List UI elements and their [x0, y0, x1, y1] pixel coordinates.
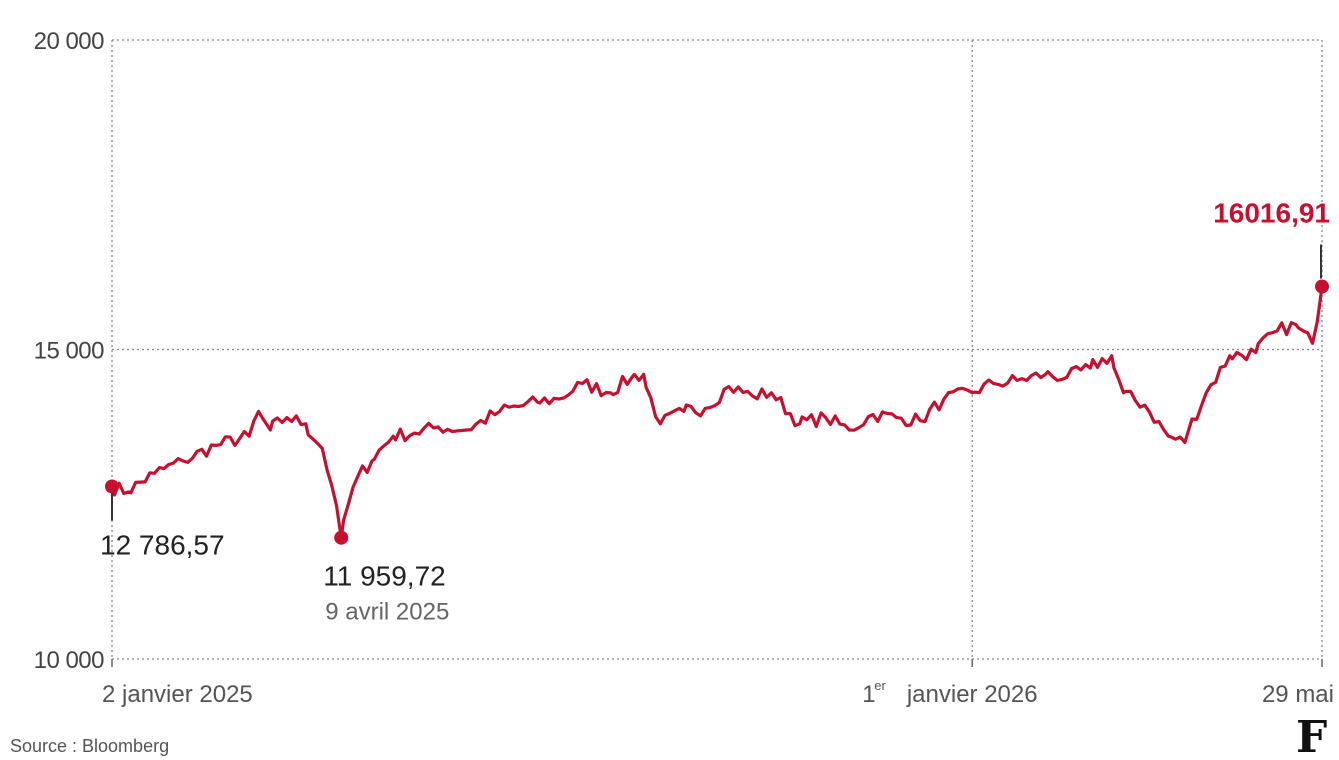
y-tick-label: 10 000 [34, 647, 105, 674]
last-value-label: 16016,91 [1213, 198, 1330, 229]
low-value-label: 11 959,72 [323, 561, 446, 592]
y-tick-label: 15 000 [34, 338, 105, 365]
x-tick-label: 2 janvier 2025 [102, 681, 253, 708]
annotation-markers [105, 244, 1329, 545]
svg-text:F: F [1296, 712, 1327, 760]
low-date-label: 9 avril 2025 [325, 599, 449, 626]
x-tick-ordinal: 1 [862, 681, 875, 708]
first-value-label: 12 786,57 [100, 530, 225, 561]
price-line [110, 286, 1324, 540]
x-tick-label: 29 mai [1262, 681, 1334, 708]
x-tick-label: janvier 2026 [906, 681, 1038, 708]
low-point-marker [334, 530, 349, 545]
source-note: Source : Bloomberg [10, 736, 169, 756]
first-point-marker [105, 479, 119, 494]
x-tick-ordinal-suffix: er [874, 678, 886, 693]
last-point-marker [1315, 279, 1329, 294]
y-tick-label: 20 000 [34, 28, 105, 55]
axis-labels: 10 000 15 000 20 000 2 janvier 2025 janvier … [34, 28, 1334, 708]
grid-lines [111, 39, 1323, 660]
publisher-logo: F [1296, 712, 1327, 760]
